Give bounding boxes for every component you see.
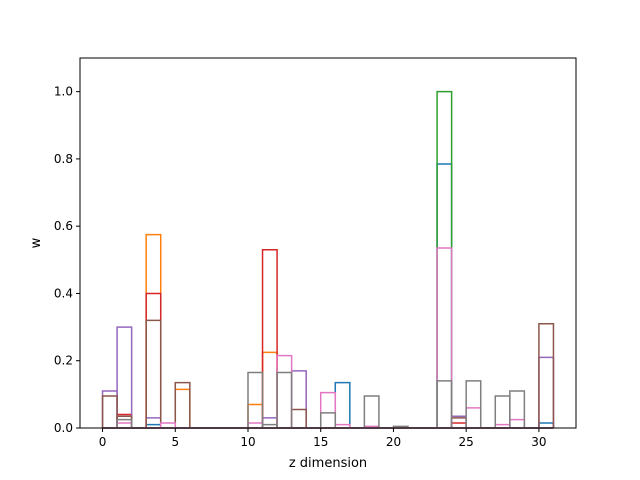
histogram-bin <box>145 319 162 428</box>
y-axis-label: w <box>29 237 44 248</box>
y-tick-label: 0.4 <box>54 286 73 300</box>
y-tick-label: 0.2 <box>54 354 73 368</box>
histogram-bin <box>276 371 293 428</box>
histogram-bin <box>159 422 177 428</box>
axes-frame <box>79 57 577 429</box>
histogram-bin <box>116 418 133 428</box>
histogram-bin <box>363 395 380 428</box>
histogram-bin <box>538 322 555 428</box>
x-tick-label: 10 <box>240 435 255 449</box>
histogram-bin <box>319 412 337 428</box>
histogram-bin <box>247 371 264 428</box>
y-axis: 0.0 0.2 0.4 0.6 0.8 1.0 <box>54 85 80 435</box>
histogram-bin <box>509 390 526 428</box>
histogram-bin <box>319 391 337 428</box>
histogram-bin <box>116 326 133 428</box>
histogram-bin <box>174 381 191 428</box>
x-tick-label: 20 <box>386 435 401 449</box>
y-tick-label: 0.8 <box>54 152 73 166</box>
x-tick-label: 5 <box>171 435 179 449</box>
x-axis: 0 5 10 15 20 25 30 <box>99 428 547 449</box>
histogram-bin <box>261 248 278 428</box>
x-axis-label: z dimension <box>289 456 367 471</box>
y-tick-label: 0.0 <box>54 421 73 435</box>
x-tick-label: 0 <box>99 435 107 449</box>
x-tick-label: 30 <box>531 435 546 449</box>
histogram-bin <box>101 395 118 428</box>
histogram-bin <box>436 380 453 428</box>
x-tick-label: 15 <box>313 435 328 449</box>
histogram-bin <box>465 380 482 428</box>
y-tick-label: 0.6 <box>54 219 73 233</box>
y-tick-label: 1.0 <box>54 85 73 99</box>
histogram-bin <box>436 247 453 428</box>
x-tick-label: 25 <box>459 435 474 449</box>
histogram-bin <box>392 425 409 428</box>
